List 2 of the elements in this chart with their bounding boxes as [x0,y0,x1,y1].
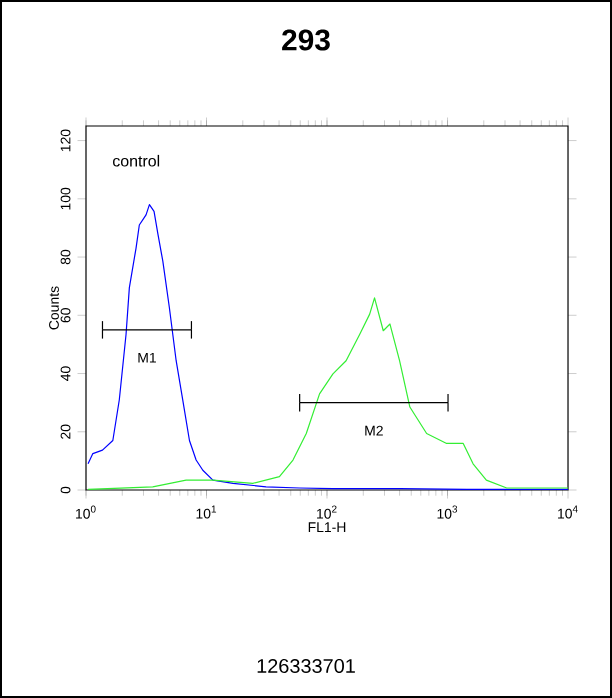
chart-title: 293 [282,29,330,51]
text: 126333701 [257,658,355,674]
